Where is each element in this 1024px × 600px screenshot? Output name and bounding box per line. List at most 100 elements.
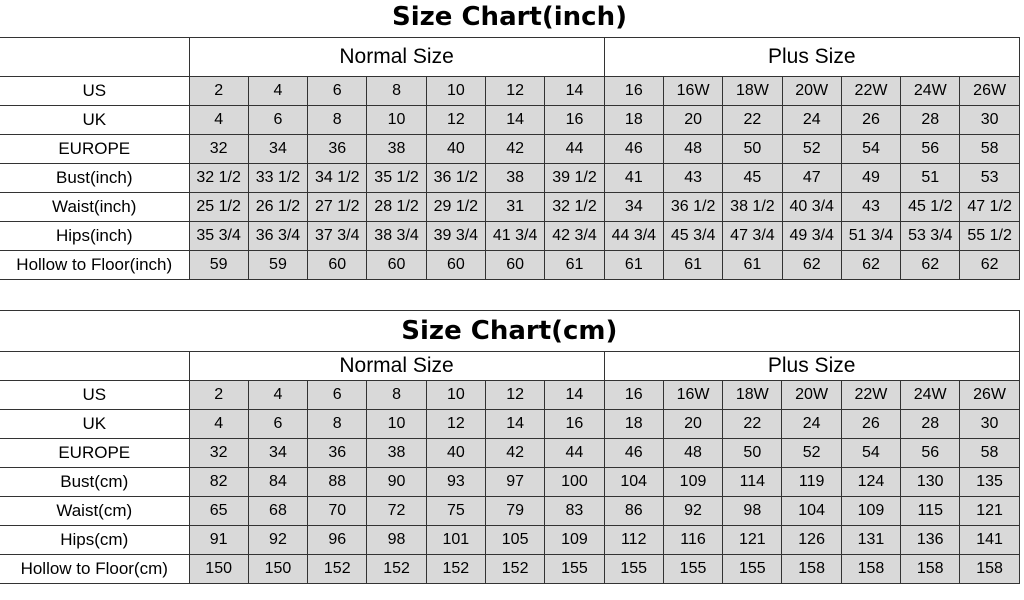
table-cell: 70: [307, 496, 368, 526]
table-cell: 155: [722, 554, 783, 584]
table-cell: 86: [603, 496, 664, 526]
table-cell: 28: [900, 409, 961, 439]
table-cell: 4: [247, 380, 309, 410]
chart-title: Size Chart(cm): [0, 310, 1020, 352]
row-label: US: [0, 380, 190, 410]
table-cell: 38: [484, 163, 546, 193]
table-cell: 44: [544, 438, 605, 468]
table-row: Waist(cm) 65 68 70 72 75 79 83 86 92 98 104 109 115 12…: [0, 496, 1020, 526]
table-cell: 24: [781, 105, 842, 135]
table-cell: 47 1/2: [959, 192, 1020, 222]
plus-size-header: Plus Size: [603, 37, 1020, 77]
table-cell: 136: [900, 525, 961, 555]
table-cell: 25 1/2: [188, 192, 249, 222]
table-cell: 12: [425, 105, 486, 135]
table-cell: 20W: [781, 380, 842, 410]
table-cell: 32: [188, 134, 249, 164]
table-row: UK 4 6 8 10 12 14 16 18 20 22 24 26 28 30: [0, 105, 1020, 135]
table-cell: 72: [366, 496, 427, 526]
table-cell: 36 1/2: [425, 163, 486, 193]
table-cell: 16W: [662, 76, 724, 106]
table-cell: 42 3/4: [544, 221, 605, 251]
table-cell: 39 3/4: [425, 221, 486, 251]
table-cell: 8: [366, 380, 427, 410]
table-cell: 46: [603, 438, 664, 468]
table-cell: 40: [425, 134, 486, 164]
table-cell: 92: [662, 496, 724, 526]
table-cell: 53: [959, 163, 1020, 193]
table-cell: 61: [544, 250, 605, 280]
table-cell: 155: [662, 554, 724, 584]
table-cell: 82: [188, 467, 249, 497]
table-cell: 62: [781, 250, 842, 280]
table-cell: 32 1/2: [188, 163, 249, 193]
table-cell: 47 3/4: [722, 221, 783, 251]
table-cell: 38: [366, 134, 427, 164]
table-cell: 40: [425, 438, 486, 468]
table-row: Hips(inch) 35 3/4 36 3/4 37 3/4 38 3/4 39 3/4…: [0, 221, 1020, 251]
table-cell: 75: [425, 496, 486, 526]
table-cell: 45 3/4: [662, 221, 724, 251]
table-cell: 88: [307, 467, 368, 497]
table-cell: 158: [781, 554, 842, 584]
table-cell: 29 1/2: [425, 192, 486, 222]
table-cell: 20: [662, 409, 724, 439]
normal-size-header: Normal Size: [188, 37, 605, 77]
table-cell: 141: [959, 525, 1020, 555]
table-cell: 150: [188, 554, 249, 584]
table-cell: 16: [544, 105, 605, 135]
table-cell: 8: [307, 409, 368, 439]
table-cell: 42: [484, 134, 546, 164]
table-cell: 38 1/2: [722, 192, 783, 222]
table-cell: 14: [544, 76, 605, 106]
table-cell: 43: [840, 192, 902, 222]
table-cell: 115: [900, 496, 961, 526]
table-row: Hollow to Floor(inch) 59 59 60 60 60 60 61 61 61 6…: [0, 250, 1020, 280]
table-cell: 26W: [959, 380, 1020, 410]
table-cell: 152: [366, 554, 427, 584]
table-cell: 39 1/2: [544, 163, 605, 193]
table-cell: 91: [188, 525, 249, 555]
table-cell: 18W: [722, 380, 783, 410]
table-cell: 131: [840, 525, 902, 555]
table-cell: 28 1/2: [366, 192, 427, 222]
table-cell: 24W: [900, 380, 961, 410]
table-cell: 60: [425, 250, 486, 280]
table-cell: 150: [247, 554, 309, 584]
table-cell: 24: [781, 409, 842, 439]
table-cell: 105: [484, 525, 546, 555]
table-cell: 65: [188, 496, 249, 526]
table-cell: 12: [484, 76, 546, 106]
inch-size-table: Normal Size Plus Size US 2 4 6 8 10 12 14 16 16W 18W…: [0, 37, 1020, 280]
table-cell: 28: [900, 105, 961, 135]
table-cell: 4: [247, 76, 309, 106]
normal-size-header: Normal Size: [188, 351, 605, 381]
table-cell: 56: [900, 134, 961, 164]
table-row: EUROPE 32 34 36 38 40 42 44 46 48 50 52 54 56 58: [0, 134, 1020, 164]
table-cell: 36 3/4: [247, 221, 309, 251]
table-row: Bust(cm) 82 84 88 90 93 97 100 104 109 114 119 124 13…: [0, 467, 1020, 497]
table-cell: 18W: [722, 76, 783, 106]
table-cell: 10: [366, 105, 427, 135]
table-cell: 10: [425, 380, 486, 410]
table-row: Hollow to Floor(cm) 150 150 152 152 152 152 155…: [0, 554, 1020, 584]
row-label: UK: [0, 105, 190, 135]
table-cell: 22: [722, 105, 783, 135]
table-cell: 135: [959, 467, 1020, 497]
cm-size-table: Size Chart(cm) Normal Size Plus Size US 2 4 6 8…: [0, 310, 1020, 584]
table-cell: 22W: [840, 380, 902, 410]
title-row: Size Chart(cm): [0, 310, 1020, 352]
table-cell: 158: [840, 554, 902, 584]
plus-size-header: Plus Size: [603, 351, 1020, 381]
table-cell: 119: [781, 467, 842, 497]
table-cell: 22W: [840, 76, 902, 106]
table-cell: 62: [840, 250, 902, 280]
table-cell: 44: [544, 134, 605, 164]
table-cell: 51 3/4: [840, 221, 902, 251]
table-cell: 54: [840, 134, 902, 164]
row-label: Hips(inch): [0, 221, 190, 251]
table-row: Bust(inch) 32 1/2 33 1/2 34 1/2 35 1/2 36 1/2…: [0, 163, 1020, 193]
table-cell: 83: [544, 496, 605, 526]
row-label: UK: [0, 409, 190, 439]
table-cell: 45 1/2: [900, 192, 961, 222]
